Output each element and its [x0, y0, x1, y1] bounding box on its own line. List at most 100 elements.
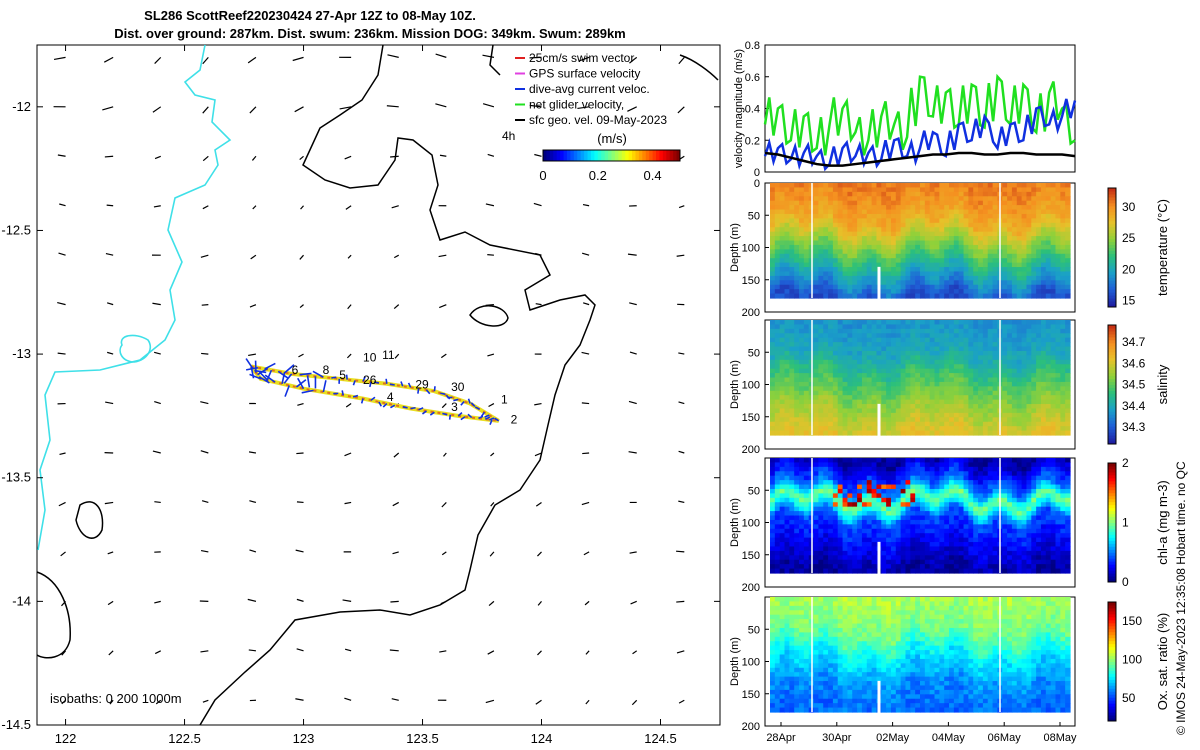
salinity-cell — [958, 412, 965, 418]
chla-cell — [895, 515, 902, 521]
salinity-cell — [876, 359, 882, 365]
chla-cell — [920, 550, 926, 556]
chla-cell — [987, 484, 994, 490]
temperature-cell — [958, 280, 965, 286]
chla-cell — [842, 484, 849, 490]
temperature-cell — [958, 183, 965, 189]
temperature-cell — [861, 258, 868, 264]
salinity-cell — [842, 377, 849, 383]
chla-cell — [784, 506, 790, 512]
temperature-cell — [973, 187, 979, 193]
salinity-cell — [779, 328, 786, 334]
temperature-cell — [987, 253, 994, 259]
salinity-cell — [1036, 359, 1042, 365]
chla-cell — [905, 511, 911, 517]
sfc-velocity-arrow — [345, 205, 352, 210]
salinity-cell — [774, 324, 781, 330]
salinity-cell — [1002, 373, 1008, 379]
chla-cell — [774, 555, 781, 561]
current-vector — [284, 385, 291, 397]
salinity-cell — [770, 381, 776, 387]
chla-cell — [881, 462, 887, 468]
chla-cell — [910, 484, 916, 490]
salinity-cell — [949, 417, 955, 423]
sfc-velocity-arrow — [534, 153, 542, 157]
salinity-cell — [920, 373, 926, 379]
chla-cell — [963, 488, 969, 494]
salinity-cell — [915, 328, 921, 334]
salinity-cell — [1065, 430, 1071, 436]
temperature-cell — [1050, 244, 1057, 250]
temperature-y-tick-label: 150 — [742, 275, 760, 287]
temperature-cell — [866, 200, 873, 206]
salinity-cell — [934, 355, 940, 361]
temperature-cell — [818, 196, 824, 202]
salinity-cell — [978, 346, 984, 352]
chla-cell — [890, 555, 897, 561]
sfc-velocity-arrow — [103, 56, 114, 63]
temperature-cell — [929, 267, 936, 273]
salinity-cell — [1011, 412, 1018, 418]
temperature-cell — [949, 284, 955, 290]
chla-cell — [847, 524, 853, 530]
salinity-cell — [953, 346, 960, 352]
salinity-cell — [1050, 373, 1057, 379]
salinity-cell — [828, 368, 834, 374]
salinity-cell — [1002, 421, 1008, 427]
chla-cell — [987, 502, 994, 508]
chla-cell — [929, 550, 936, 556]
temperature-cell — [1050, 205, 1057, 211]
salinity-cell — [963, 333, 969, 339]
chla-cell — [982, 502, 989, 508]
chla-cell — [774, 458, 781, 464]
salinity-cell — [813, 333, 819, 339]
chla-cell — [978, 550, 984, 556]
chla-cell — [847, 515, 853, 521]
chla-cell — [895, 488, 902, 494]
temperature-cell — [1016, 236, 1023, 242]
chla-cell — [968, 497, 974, 503]
chla-cell — [881, 519, 887, 525]
salinity-cell — [1065, 408, 1071, 414]
temperature-cell — [978, 271, 984, 277]
salinity-cell — [929, 350, 936, 356]
salinity-cell — [770, 408, 776, 414]
current-vector — [245, 358, 254, 369]
salinity-cell — [881, 390, 887, 396]
salinity-cell — [1036, 395, 1042, 401]
temperature-cell — [818, 218, 824, 224]
salinity-cell — [852, 412, 858, 418]
chla-cell — [794, 528, 800, 534]
temperature-cell — [1050, 280, 1057, 286]
chla-cell — [949, 537, 955, 543]
temperature-cell — [789, 231, 795, 237]
salinity-cell — [953, 408, 960, 414]
chla-cell — [895, 511, 902, 517]
salinity-cell — [828, 373, 834, 379]
temperature-cell — [944, 262, 950, 268]
temperature-cell — [939, 213, 945, 219]
sfc-velocity-arrow — [581, 501, 590, 506]
temperature-cell — [1050, 209, 1057, 215]
temperature-cell — [1055, 183, 1061, 189]
isobath-line — [489, 44, 719, 81]
chla-cell — [944, 493, 950, 499]
salinity-cell — [857, 368, 863, 374]
temperature-cell — [1021, 236, 1028, 242]
temperature-cell — [1031, 240, 1037, 246]
salinity-cell — [803, 426, 810, 432]
salinity-cell — [1036, 364, 1042, 370]
salinity-cell — [982, 421, 989, 427]
chla-cell — [857, 550, 863, 556]
salinity-cell — [1007, 430, 1013, 436]
sfc-velocity-arrow — [299, 254, 304, 260]
temperature-cell — [842, 213, 849, 219]
chla-cell — [944, 484, 950, 490]
temperature-cell — [774, 231, 781, 237]
temperature-cell — [813, 244, 819, 250]
chla-cell — [934, 480, 940, 486]
salinity-cell — [920, 421, 926, 427]
chla-cell — [794, 493, 800, 499]
salinity-cell — [958, 328, 965, 334]
salinity-cell — [982, 430, 989, 436]
